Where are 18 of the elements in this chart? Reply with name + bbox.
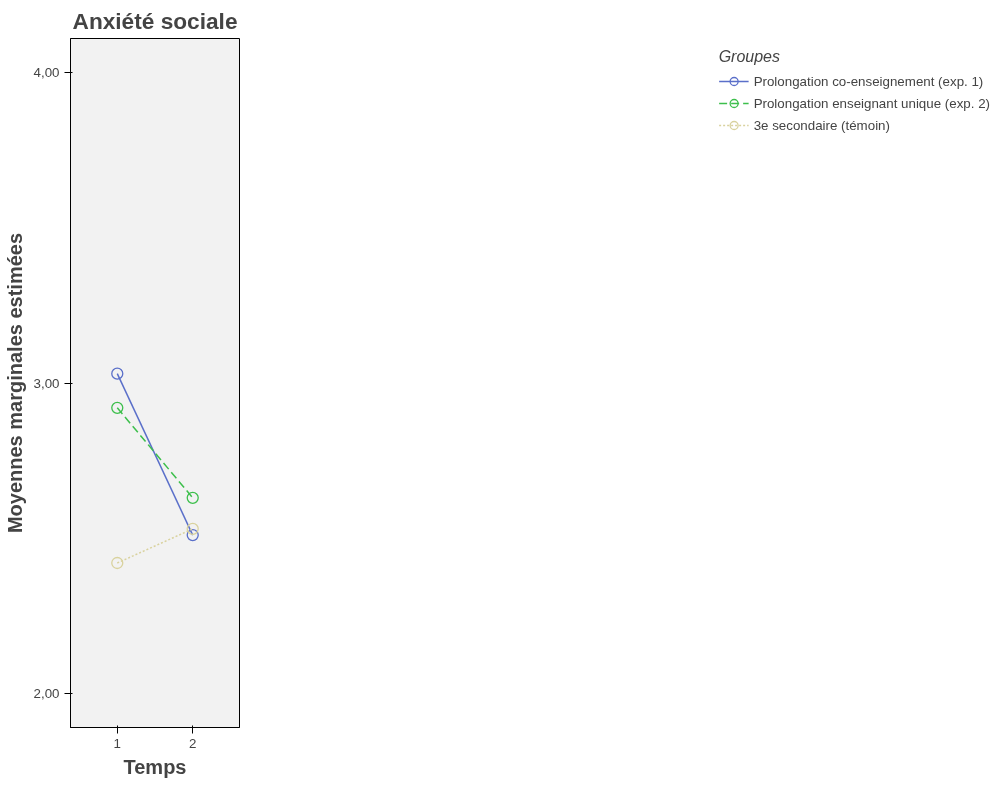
point — [111, 367, 124, 380]
point — [111, 401, 124, 414]
legend-label: 3e secondaire (témoin) — [753, 117, 890, 133]
point — [111, 556, 124, 570]
chart-title: Anxiété sociale — [72, 7, 238, 34]
y-tick-label: 2,00 — [33, 685, 60, 701]
point — [186, 522, 199, 536]
point — [186, 491, 199, 504]
y-tick-label: 3,00 — [33, 375, 60, 391]
y-axis-title: Moyennes marginales estimées — [3, 232, 26, 534]
x-tick-label: 2 — [189, 735, 197, 751]
x-axis-title: Temps — [123, 755, 187, 778]
x-tick-label: 1 — [113, 735, 121, 751]
legend-label: Prolongation enseignant unique (exp. 2) — [753, 95, 990, 111]
point — [186, 528, 199, 542]
legend-label: Prolongation co-enseignement (exp. 1) — [753, 73, 984, 89]
y-tick-label: 4,00 — [33, 65, 60, 81]
legend-title: Groupes — [718, 48, 781, 66]
